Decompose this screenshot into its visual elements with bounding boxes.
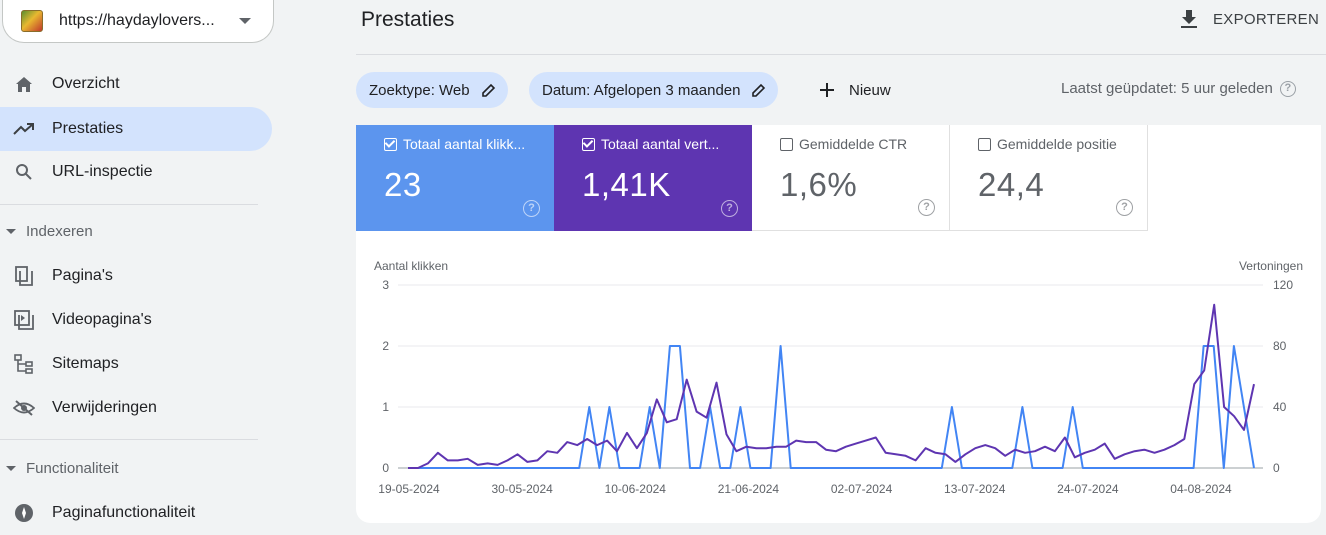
metric-ctr[interactable]: Gemiddelde CTR 1,6% ? <box>752 125 950 231</box>
y-tick-left: 0 <box>382 461 389 475</box>
y-tick-right: 0 <box>1273 461 1280 475</box>
y-axis-right-label: Vertoningen <box>1239 259 1303 273</box>
metric-name: Gemiddelde CTR <box>799 136 908 152</box>
sidebar: https://haydaylovers... Overzicht Presta… <box>0 0 290 529</box>
edit-icon <box>481 83 496 97</box>
visibility-off-icon <box>13 397 35 419</box>
x-tick-label: 02-07-2024 <box>831 482 893 496</box>
metric-value: 24,4 <box>978 166 1045 203</box>
sidebar-divider <box>0 439 258 440</box>
x-tick-label: 04-08-2024 <box>1170 482 1232 496</box>
sidebar-item-overzicht[interactable]: Overzicht <box>0 62 272 106</box>
new-filter-label: Nieuw <box>849 81 891 99</box>
metric-position[interactable]: Gemiddelde positie 24,4 ? <box>950 125 1148 231</box>
help-icon[interactable]: ? <box>523 200 540 217</box>
metric-name: Totaal aantal klikk... <box>403 136 526 152</box>
checkbox-position[interactable] <box>978 137 991 151</box>
series-line-clicks <box>408 345 1255 469</box>
y-tick-right: 120 <box>1273 278 1293 292</box>
y-axis-left-label: Aantal klikken <box>374 259 448 273</box>
help-icon[interactable]: ? <box>1116 199 1133 216</box>
sidebar-item-label: Paginafunctionaliteit <box>52 504 196 521</box>
sidebar-item-label: Sitemaps <box>52 355 119 372</box>
sidebar-item-prestaties[interactable]: Prestaties <box>0 107 272 151</box>
x-tick-label: 13-07-2024 <box>944 482 1006 496</box>
metric-value: 1,41K <box>582 166 671 203</box>
chip-label: Datum: Afgelopen 3 maanden <box>542 81 741 99</box>
checkbox-impressions[interactable] <box>582 137 595 151</box>
sidebar-item-label: Videopagina's <box>52 311 152 328</box>
x-tick-label: 24-07-2024 <box>1057 482 1119 496</box>
performance-card: Totaal aantal klikk... 23 ? Totaal aanta… <box>356 125 1321 523</box>
header-divider <box>356 54 1326 55</box>
search-icon <box>13 161 35 183</box>
sitemap-icon <box>13 353 35 375</box>
site-favicon <box>21 10 43 32</box>
sidebar-item-verwijderingen[interactable]: Verwijderingen <box>0 386 272 430</box>
edit-icon <box>752 83 766 97</box>
y-tick-left: 2 <box>382 339 389 353</box>
metric-name: Totaal aantal vert... <box>601 136 720 152</box>
sidebar-item-paginas[interactable]: Pagina's <box>0 254 272 298</box>
video-pages-icon <box>13 309 35 331</box>
page-title: Prestaties <box>361 8 455 31</box>
metric-value: 23 <box>384 166 422 203</box>
sidebar-item-videopaginas[interactable]: Videopagina's <box>0 298 272 342</box>
help-icon[interactable]: ? <box>721 200 738 217</box>
section-functionaliteit[interactable]: Functionaliteit <box>0 460 260 477</box>
y-tick-left: 1 <box>382 400 389 414</box>
trending-up-icon <box>13 118 35 140</box>
sidebar-item-label: Pagina's <box>52 267 113 284</box>
metric-impressions[interactable]: Totaal aantal vert... 1,41K ? <box>554 125 752 231</box>
sidebar-item-sitemaps[interactable]: Sitemaps <box>0 342 272 386</box>
home-icon <box>13 73 35 95</box>
export-button[interactable]: EXPORTEREN <box>1178 6 1319 32</box>
section-label: Indexeren <box>26 223 93 240</box>
chip-label: Zoektype: Web <box>369 81 470 99</box>
help-icon[interactable]: ? <box>1279 80 1296 97</box>
metric-value: 1,6% <box>780 166 858 203</box>
x-tick-label: 30-05-2024 <box>491 482 553 496</box>
y-tick-left: 3 <box>382 278 389 292</box>
last-updated-text: Laatst geüpdatet: 5 uur geleden <box>1061 80 1273 97</box>
sidebar-item-url-inspectie[interactable]: URL-inspectie <box>0 150 272 194</box>
section-indexeren[interactable]: Indexeren <box>0 223 260 240</box>
sidebar-divider <box>0 204 258 205</box>
series-line-impressions <box>408 303 1255 469</box>
plus-icon <box>820 83 834 97</box>
sidebar-item-label: Prestaties <box>52 120 124 137</box>
last-updated: Laatst geüpdatet: 5 uur geleden ? <box>1061 80 1296 97</box>
help-icon[interactable]: ? <box>918 199 935 216</box>
caret-down-icon <box>6 229 16 234</box>
chevron-down-icon <box>239 18 251 24</box>
property-url: https://haydaylovers... <box>59 12 215 29</box>
y-tick-right: 40 <box>1273 400 1287 414</box>
export-label: EXPORTEREN <box>1213 10 1320 28</box>
sidebar-item-label: Overzicht <box>52 75 120 92</box>
sidebar-item-label: Verwijderingen <box>52 399 157 416</box>
metric-name: Gemiddelde positie <box>997 136 1117 152</box>
property-selector[interactable]: https://haydaylovers... <box>2 0 274 43</box>
filter-chip-zoektype[interactable]: Zoektype: Web <box>356 72 508 108</box>
x-tick-label: 19-05-2024 <box>378 482 440 496</box>
x-tick-label: 21-06-2024 <box>718 482 780 496</box>
checkbox-ctr[interactable] <box>780 137 793 151</box>
y-tick-right: 80 <box>1273 339 1287 353</box>
filter-chip-datum[interactable]: Datum: Afgelopen 3 maanden <box>529 72 779 108</box>
download-icon <box>1181 10 1197 28</box>
caret-down-icon <box>6 466 16 471</box>
x-tick-label: 10-06-2024 <box>605 482 667 496</box>
new-filter-button[interactable]: Nieuw <box>818 78 891 102</box>
sidebar-item-paginafunctionaliteit[interactable]: Paginafunctionaliteit <box>0 491 272 535</box>
sidebar-item-label: URL-inspectie <box>52 163 153 180</box>
metric-clicks[interactable]: Totaal aantal klikk... 23 ? <box>356 125 554 231</box>
section-label: Functionaliteit <box>26 460 119 477</box>
performance-chart: Aantal klikken Vertoningen 0 0 1 40 2 80 3 120 19-… <box>374 259 1303 496</box>
pages-icon <box>13 265 35 287</box>
page-experience-icon <box>13 502 35 524</box>
checkbox-clicks[interactable] <box>384 137 397 151</box>
